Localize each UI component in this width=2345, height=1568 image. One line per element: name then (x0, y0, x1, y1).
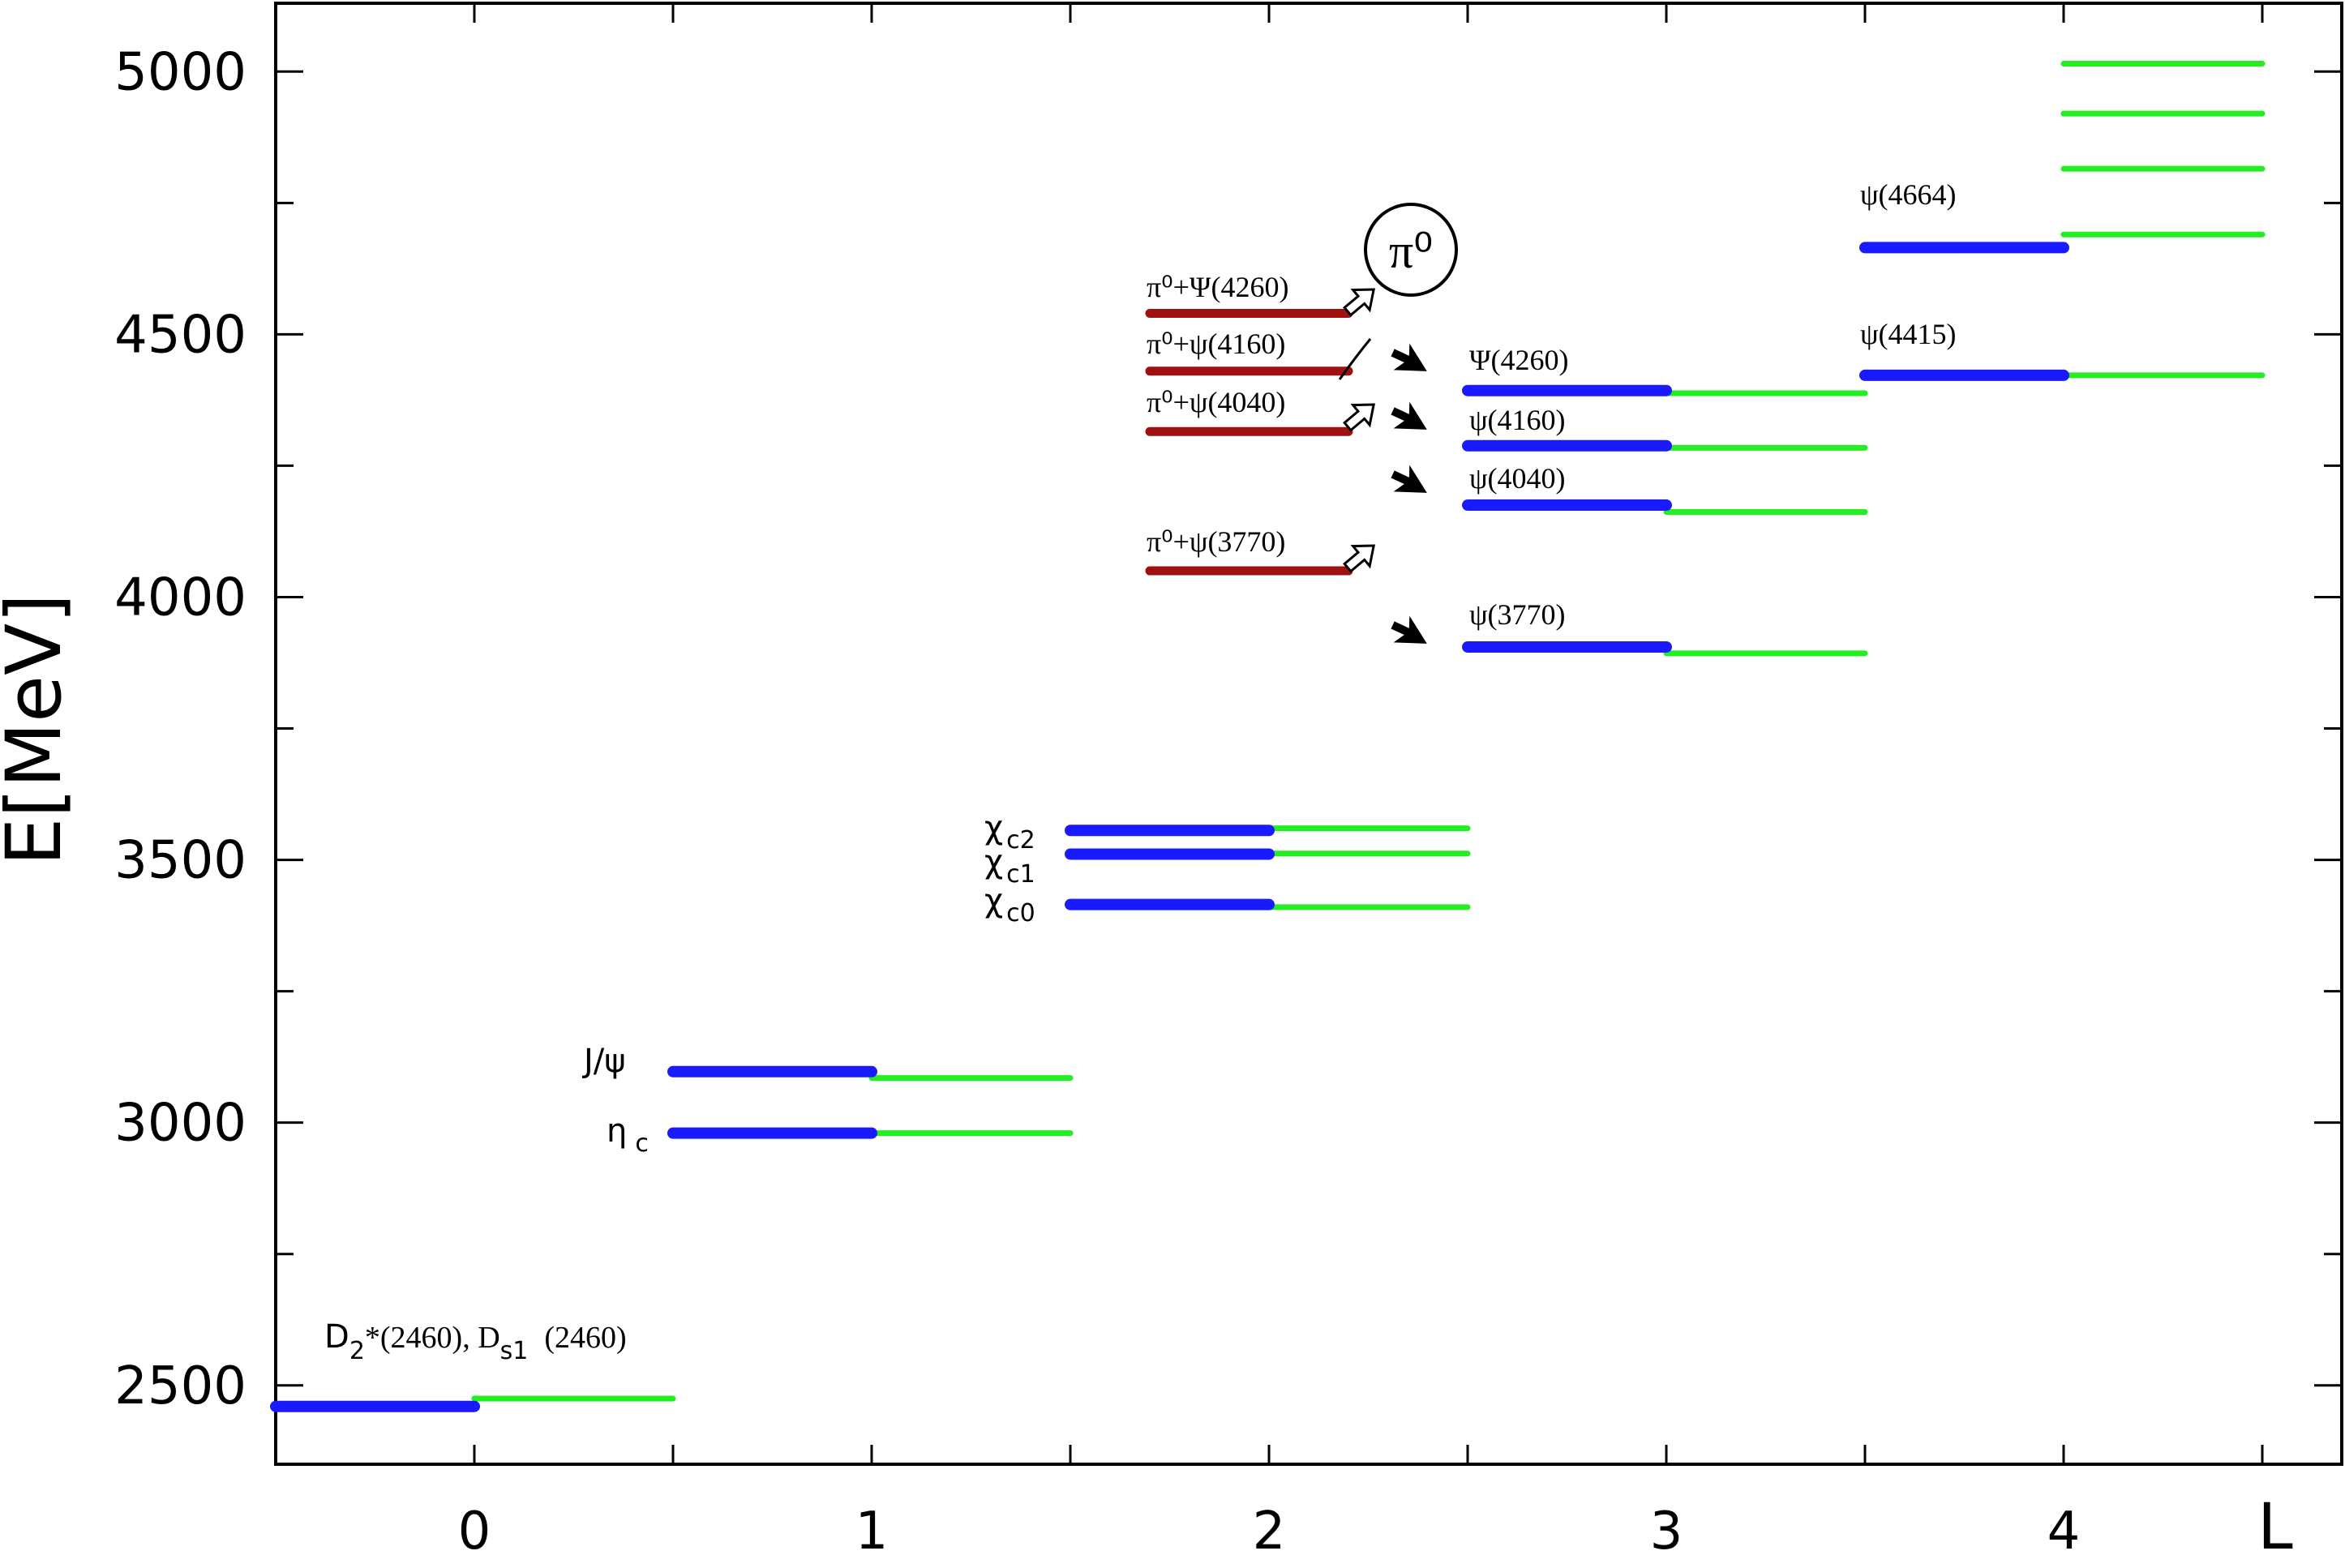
y-tick-label: 4000 (114, 568, 247, 628)
label-jpsi: J/ψ (581, 1043, 626, 1080)
label-d2-ds1: D2*(2460), Ds1 (2460) (324, 1318, 627, 1365)
transition-arrows (1338, 288, 1427, 644)
hollow-arrow-4040 (1343, 403, 1376, 432)
label-chic2: χ c2 (984, 809, 1035, 855)
hollow-arrow-shape (1343, 403, 1376, 432)
axes: 0 1 2 3 4 2500 3000 3500 4000 4500 5000 (114, 2, 2343, 1562)
solid-arrow-shape (1391, 615, 1427, 644)
y-tick-label: 4500 (114, 305, 247, 365)
y-tick-label: 2500 (114, 1356, 247, 1416)
x-tick-label: 4 (2047, 1502, 2081, 1562)
solid-arrow-3770 (1391, 615, 1427, 644)
y-tick-label: 5000 (114, 42, 247, 102)
x-tick-label: 0 (458, 1502, 491, 1562)
label-psi4664: ψ(4664) (1860, 178, 1957, 211)
hollow-arrow-4260 (1343, 288, 1376, 317)
energy-levels (270, 61, 2266, 1412)
pi0-label: π⁰ (1389, 225, 1433, 278)
label-Psi4260: Ψ(4260) (1469, 344, 1569, 376)
label-chic0: χ c0 (984, 882, 1035, 928)
label-pi-Psi4260: π⁰+Ψ(4260) (1147, 271, 1288, 303)
label-chic1: χ c1 (984, 843, 1035, 889)
hollow-arrow-shape (1343, 544, 1376, 573)
solid-arrow-4260 (1391, 343, 1427, 371)
label-pi-psi4040: π⁰+ψ(4040) (1147, 386, 1285, 418)
label-pi-psi3770: π⁰+ψ(3770) (1147, 525, 1285, 558)
hollow-arrow-shape (1343, 288, 1376, 317)
label-psi4040: ψ(4040) (1469, 462, 1566, 495)
y-tick-label: 3500 (114, 831, 247, 891)
y-tick-label: 3000 (114, 1094, 247, 1154)
x-axis-title: L (2257, 1491, 2293, 1564)
hollow-arrow-3770 (1343, 544, 1376, 573)
plot-frame (274, 2, 2343, 1466)
label-psi4160: ψ(4160) (1469, 404, 1566, 436)
x-tick-label: 3 (1650, 1502, 1683, 1562)
solid-arrow-shape (1391, 465, 1427, 493)
connector-4160 (1338, 338, 1372, 380)
label-psi3770: ψ(3770) (1469, 598, 1566, 631)
y-axis-title: E[MeV] (0, 593, 79, 866)
x-tick-label: 2 (1253, 1502, 1286, 1562)
solid-arrow-4160 (1391, 401, 1427, 430)
label-psi4415: ψ(4415) (1860, 318, 1957, 350)
pi0-circle-marker: π⁰ (1364, 203, 1458, 297)
x-tick-label: 1 (855, 1502, 889, 1562)
solid-arrow-shape (1391, 401, 1427, 430)
solid-arrow-shape (1391, 343, 1427, 371)
solid-arrow-4040 (1391, 465, 1427, 493)
label-pi-psi4160: π⁰+ψ(4160) (1147, 328, 1285, 360)
